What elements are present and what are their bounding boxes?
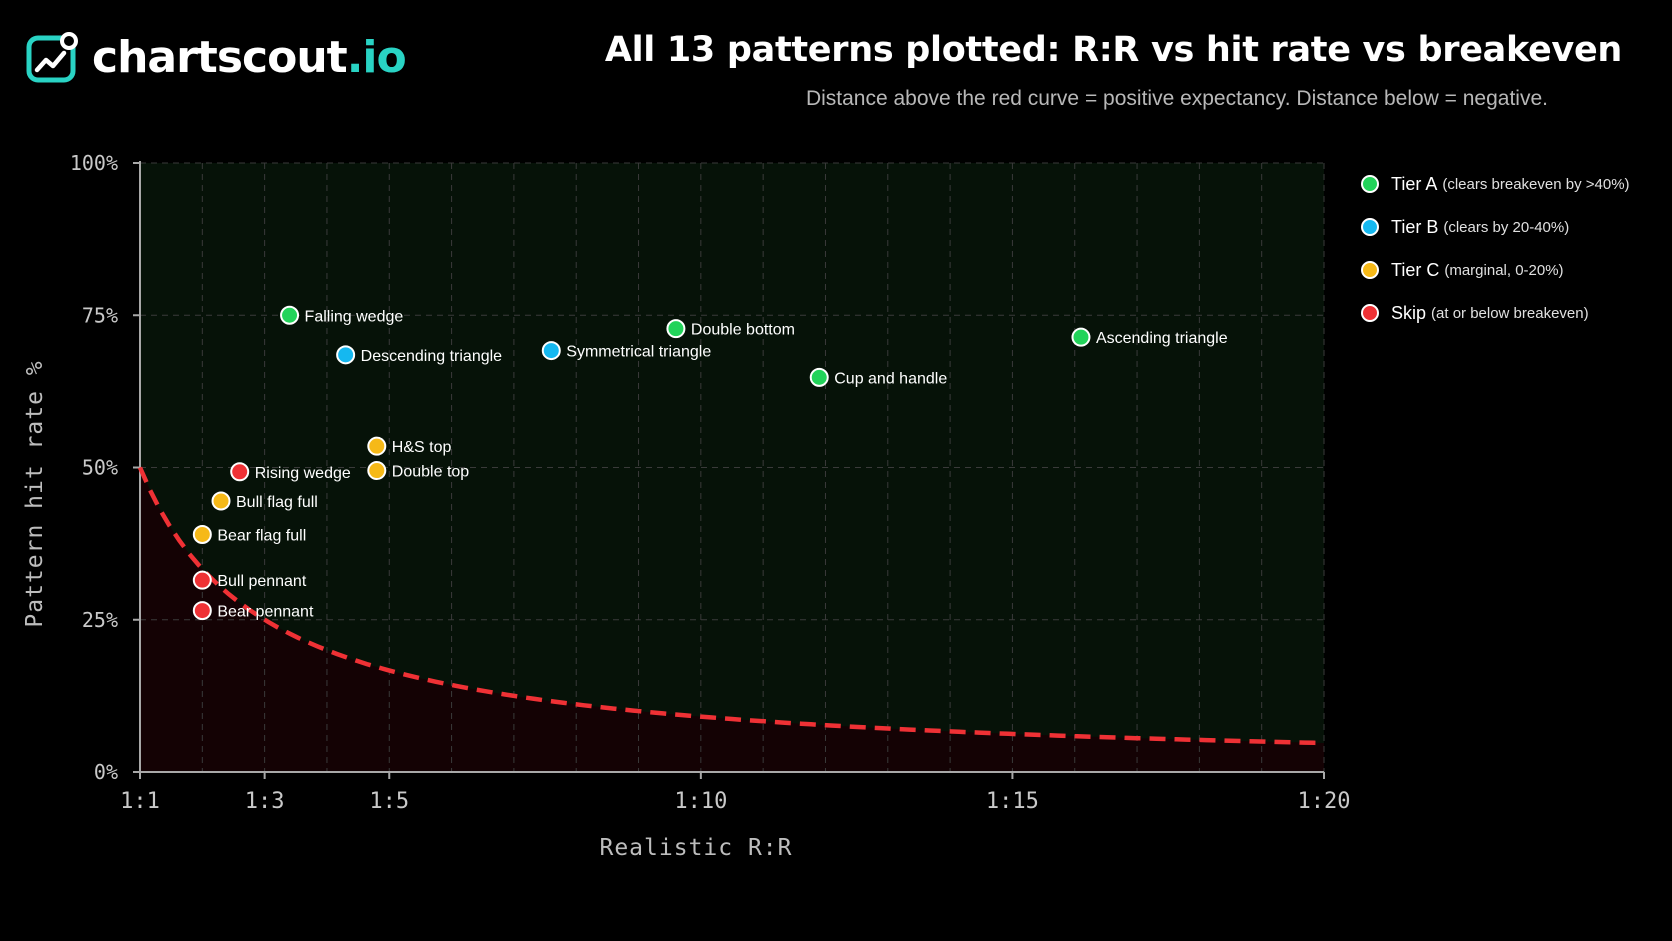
data-point[interactable]: Bear pennant (192, 601, 314, 621)
data-point-label: Bear flag full (217, 527, 306, 544)
data-point-label: Falling wedge (305, 308, 404, 325)
chart-subtitle: Distance above the red curve = positive … (805, 87, 1548, 110)
x-tick-label: 1:5 (369, 789, 409, 814)
legend-label: Tier A (1391, 173, 1438, 194)
legend: Tier A (clears breakeven by >40%) Tier B (c… (1361, 173, 1630, 345)
data-point[interactable]: Falling wedge (280, 305, 404, 326)
legend-label: Skip (1391, 302, 1427, 323)
data-point-marker (211, 491, 231, 511)
brand-logo: chartscout.io (26, 30, 407, 86)
data-point[interactable]: H&S top (367, 436, 452, 457)
data-point[interactable]: Rising wedge (230, 462, 351, 482)
data-point[interactable]: Symmetrical triangle (541, 341, 712, 361)
data-point-marker (192, 524, 212, 544)
data-point-marker (280, 305, 300, 325)
legend-item: Tier B (clears by 20-40%) (1361, 216, 1630, 238)
data-point[interactable]: Bear flag full (192, 524, 306, 545)
x-axis-title: Realistic R:R (599, 835, 792, 861)
data-point[interactable]: Ascending triangle (1071, 327, 1228, 348)
data-point[interactable]: Cup and handle (809, 367, 948, 388)
data-point-label: H&S top (392, 439, 452, 456)
data-point-label: Bear pennant (217, 604, 314, 621)
data-point-label: Symmetrical triangle (566, 344, 711, 361)
data-point[interactable]: Bull flag full (211, 491, 318, 511)
breakeven-curve (137, 466, 1325, 746)
y-tick-label: 100% (70, 151, 118, 175)
data-point-marker (192, 570, 212, 590)
legend-note: (at or below breakeven) (1431, 304, 1589, 322)
data-point-marker (367, 436, 387, 456)
x-tick-label: 1:3 (245, 789, 285, 814)
y-axis-title: Pattern hit rate % (22, 360, 48, 627)
data-point-marker (367, 461, 387, 481)
data-point-label: Cup and handle (834, 370, 947, 387)
legend-note: (marginal, 0-20%) (1444, 261, 1564, 279)
data-point-label: Rising wedge (255, 465, 351, 482)
data-point-marker (541, 341, 561, 361)
data-point-label: Bull flag full (236, 494, 318, 511)
negative-region (140, 467, 1324, 772)
legend-item: Skip (at or below breakeven) (1361, 302, 1630, 324)
x-tick-label: 1:10 (674, 789, 727, 814)
brand-name: chartscout.io (92, 32, 407, 83)
data-point[interactable]: Double bottom (666, 319, 795, 339)
data-point[interactable]: Descending triangle (336, 345, 503, 365)
data-point-label: Ascending triangle (1096, 330, 1228, 347)
data-point-marker (1071, 327, 1091, 347)
y-tick-label: 50% (82, 456, 118, 480)
y-tick-label: 25% (82, 608, 118, 632)
legend-swatch (1361, 175, 1379, 193)
y-tick-label: 75% (82, 303, 118, 327)
legend-note: (clears by 20-40%) (1443, 218, 1570, 236)
legend-swatch (1361, 304, 1379, 322)
data-point-label: Double bottom (691, 322, 795, 339)
legend-label: Tier C (1391, 259, 1440, 280)
brand-tld: .io (346, 32, 407, 83)
data-point-label: Descending triangle (361, 348, 503, 365)
data-point[interactable]: Bull pennant (192, 570, 307, 591)
data-point[interactable]: Double top (367, 461, 469, 481)
data-point-label: Double top (392, 464, 469, 481)
data-point-marker (230, 462, 250, 482)
legend-note: (clears breakeven by >40%) (1442, 175, 1630, 193)
y-tick-label: 0% (94, 760, 118, 784)
x-tick-label: 1:1 (120, 789, 160, 814)
data-point-marker (336, 345, 356, 365)
data-point-marker (192, 601, 212, 621)
chart-title: All 13 patterns plotted: R:R vs hit rate… (604, 30, 1622, 70)
legend-label: Tier B (1391, 216, 1439, 237)
legend-swatch (1361, 218, 1379, 236)
chart-logo-icon (26, 32, 78, 83)
legend-item: Tier C (marginal, 0-20%) (1361, 259, 1630, 281)
data-point-marker (809, 367, 829, 387)
x-tick-label: 1:15 (986, 789, 1039, 814)
data-point-marker (666, 319, 686, 339)
x-tick-label: 1:20 (1298, 789, 1351, 814)
legend-swatch (1361, 261, 1379, 279)
legend-item: Tier A (clears breakeven by >40%) (1361, 173, 1630, 195)
data-point-label: Bull pennant (217, 573, 307, 590)
